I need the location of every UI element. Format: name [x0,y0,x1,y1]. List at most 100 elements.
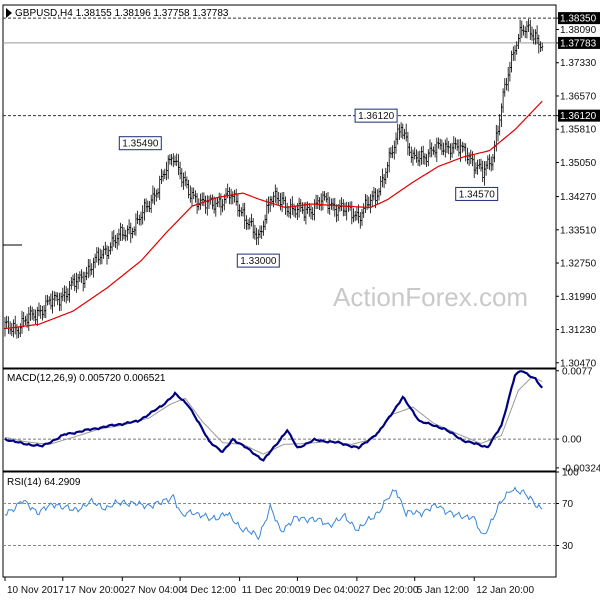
price-bar [483,161,486,186]
price-bar [235,188,238,206]
price-bar [151,185,154,204]
price-bar [488,154,491,170]
price-bar [162,170,165,182]
price-bar [498,114,501,136]
price-bar [80,269,83,283]
price-bar [12,319,15,338]
price-bar [520,20,523,39]
price-bar [264,214,267,230]
price-bar [485,160,488,176]
macd-panel-frame [2,368,557,472]
price-bar [541,42,544,52]
price-bar [291,196,294,216]
price-bar [7,316,10,334]
price-bar [180,168,183,188]
price-bar [344,202,346,216]
price-bar [480,158,482,172]
price-bar [14,315,17,335]
price-bar [143,198,146,221]
price-bar [514,45,516,61]
price-bar [323,191,326,201]
price-bar [94,253,97,269]
price-bar [276,187,278,205]
price-bar [490,156,493,172]
price-tick-label: 1.35810 [560,125,597,136]
price-bar [192,187,195,200]
price-bar [406,131,409,156]
rsi-panel-frame [2,471,557,578]
price-bar [117,228,120,246]
price-tick-label: 1.31230 [560,325,597,336]
price-bar [172,153,175,168]
price-bar [175,153,178,167]
time-tick-label: 4 Dec 12:00 [182,585,236,596]
price-bar [38,302,40,317]
price-bar [505,77,508,91]
price-bar [211,194,214,210]
price-bar [308,203,311,217]
price-bar [194,190,197,203]
price-bar [508,61,511,82]
price-bar [174,155,176,166]
time-tick-label: 27 Nov 04:00 [124,585,184,596]
price-bar [422,145,425,165]
price-bar [519,19,522,43]
macd-label: MACD(12,26,9) 0.005720 0.006521 [7,373,166,384]
price-bar [168,154,171,165]
price-bar [90,263,93,275]
price-bar [481,160,484,183]
price-bar [386,161,389,178]
price-annotation: 1.36120 [354,108,398,123]
price-bar [236,193,239,217]
price-bar [107,246,110,259]
price-bar [350,201,353,225]
price-bar [248,217,251,230]
price-bar [469,149,472,164]
annotation-label: 1.34570 [459,189,496,200]
price-bar [301,202,304,214]
price-bar [21,310,23,334]
price-bar [471,151,474,167]
price-bar [423,153,426,165]
price-bar [260,225,263,239]
price-tick-label: 1.36120 [560,111,597,122]
price-annotation: 1.35490 [118,136,162,151]
price-bar [75,272,78,293]
rsi-tick-label: 70 [562,499,574,510]
price-annotations: 1.35490 1.33000 1.36120 1.34570 [118,108,499,268]
price-bar [340,197,343,211]
price-bar [185,176,188,189]
price-bar [202,192,205,207]
price-bar [298,197,301,218]
price-bar [111,231,114,252]
price-bar [395,132,397,154]
price-bar [468,152,471,166]
price-bar [333,197,336,217]
price-bar [255,227,258,245]
price-bar [126,225,129,241]
price-bar [29,305,32,321]
collapse-arrow-icon [6,8,12,18]
price-bar [335,204,338,223]
price-bar [325,192,328,203]
price-tick-label: 1.34270 [560,192,597,203]
price-bar [262,220,265,236]
price-bar [253,224,256,240]
price-bar [4,316,6,337]
price-bar [464,143,467,162]
price-bar [63,285,66,302]
price-tick-label: 1.32750 [560,259,597,270]
moving-average [4,100,543,330]
price-bar [313,199,316,221]
price-bar [352,208,355,223]
price-bar [182,172,185,190]
price-bar [133,226,136,236]
price-bar [497,125,499,142]
price-bar [114,235,117,248]
price-bar [179,161,182,180]
price-bar [245,215,248,230]
chart-header: GBPUSD,H4 1.38155 1.38196 1.37758 1.3778… [6,8,229,19]
time-tick-label: 10 Nov 2017 [7,585,64,596]
rsi-label: RSI(14) 64.2909 [7,477,81,488]
